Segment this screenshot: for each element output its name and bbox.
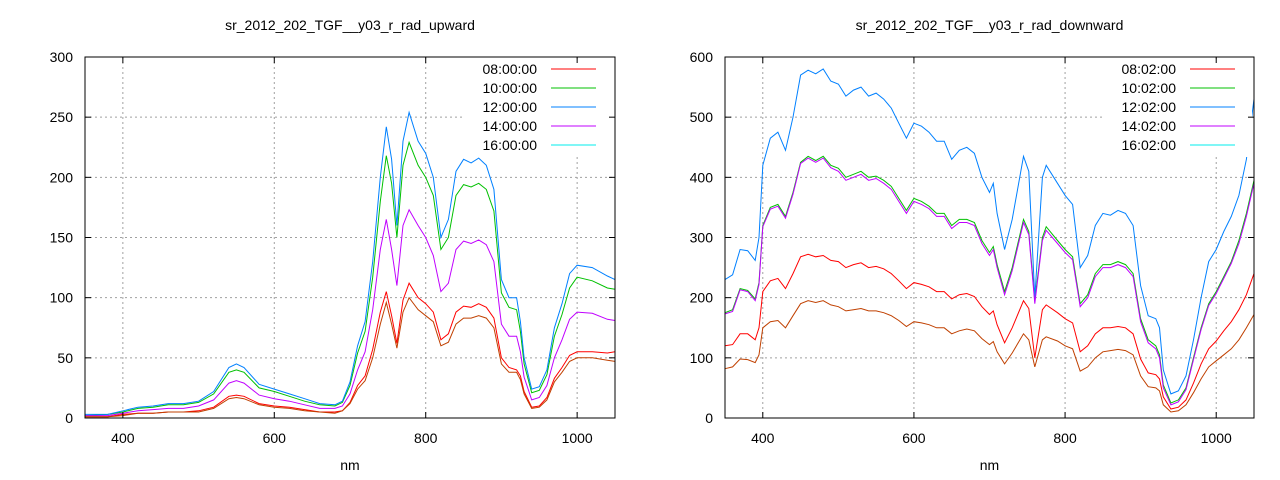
chart-title: sr_2012_202_TGF__y03_r_rad_downward xyxy=(856,17,1124,33)
legend-background xyxy=(465,59,613,157)
y-tick-label: 0 xyxy=(65,410,73,426)
series-line-160200 xyxy=(724,300,1255,413)
y-tick-label: 0 xyxy=(705,410,713,426)
x-tick-label: 600 xyxy=(902,430,926,446)
plot-upward: 08:00:00 10:00:00 12:00:00 14:00:00 16:00:00… xyxy=(50,17,616,473)
y-tick-label: 400 xyxy=(690,169,714,185)
series-line-120000 xyxy=(85,110,616,415)
legend: 08:02:00 10:02:00 12:02:00 14:02:00 16:02:00 xyxy=(1104,59,1252,157)
x-tick-label: 400 xyxy=(751,430,775,446)
y-tick-label: 100 xyxy=(50,290,74,306)
legend-label: 12:02:00 xyxy=(1122,99,1177,115)
x-tick-label: 800 xyxy=(414,430,438,446)
x-axis-label: nm xyxy=(340,457,359,473)
legend-label: 08:02:00 xyxy=(1122,61,1177,77)
x-tick-label: 1000 xyxy=(562,430,593,446)
x-tick-label: 600 xyxy=(263,430,287,446)
legend-label: 08:00:00 xyxy=(483,61,538,77)
y-tick-label: 200 xyxy=(690,290,714,306)
series-line-140200 xyxy=(724,157,1255,406)
x-axis-label: nm xyxy=(980,457,999,473)
y-tick-label: 150 xyxy=(50,230,74,246)
y-tick-label: 600 xyxy=(690,49,714,65)
series-line-100000 xyxy=(84,140,616,417)
series-line-120200 xyxy=(724,68,1255,395)
legend-label: 10:00:00 xyxy=(483,80,538,96)
legend-label: 10:02:00 xyxy=(1122,80,1177,96)
plot-downward: 08:02:00 10:02:00 12:02:00 14:02:00 16:02:00… xyxy=(690,17,1255,473)
series-line-160000 xyxy=(85,296,616,418)
legend-label: 14:02:00 xyxy=(1122,118,1177,134)
series-line-080200 xyxy=(724,253,1255,410)
legend-label: 16:00:00 xyxy=(483,137,538,153)
x-tick-label: 1000 xyxy=(1201,430,1232,446)
y-tick-label: 500 xyxy=(690,109,714,125)
y-tick-label: 50 xyxy=(57,350,73,366)
series-line-140000 xyxy=(85,208,616,417)
legend-label: 16:02:00 xyxy=(1122,137,1177,153)
y-tick-label: 250 xyxy=(50,109,74,125)
legend-label: 14:00:00 xyxy=(483,118,538,134)
y-tick-label: 200 xyxy=(50,169,74,185)
legend: 08:00:00 10:00:00 12:00:00 14:00:00 16:00:00 xyxy=(465,59,613,157)
series-line-080000 xyxy=(85,282,616,418)
y-tick-label: 300 xyxy=(50,49,74,65)
legend-label: 12:00:00 xyxy=(483,99,538,115)
x-tick-label: 800 xyxy=(1053,430,1077,446)
x-tick-label: 400 xyxy=(111,430,135,446)
chart-title: sr_2012_202_TGF__y03_r_rad_upward xyxy=(225,17,475,33)
y-tick-label: 100 xyxy=(690,350,714,366)
y-tick-label: 300 xyxy=(690,230,714,246)
legend-background xyxy=(1104,59,1252,157)
